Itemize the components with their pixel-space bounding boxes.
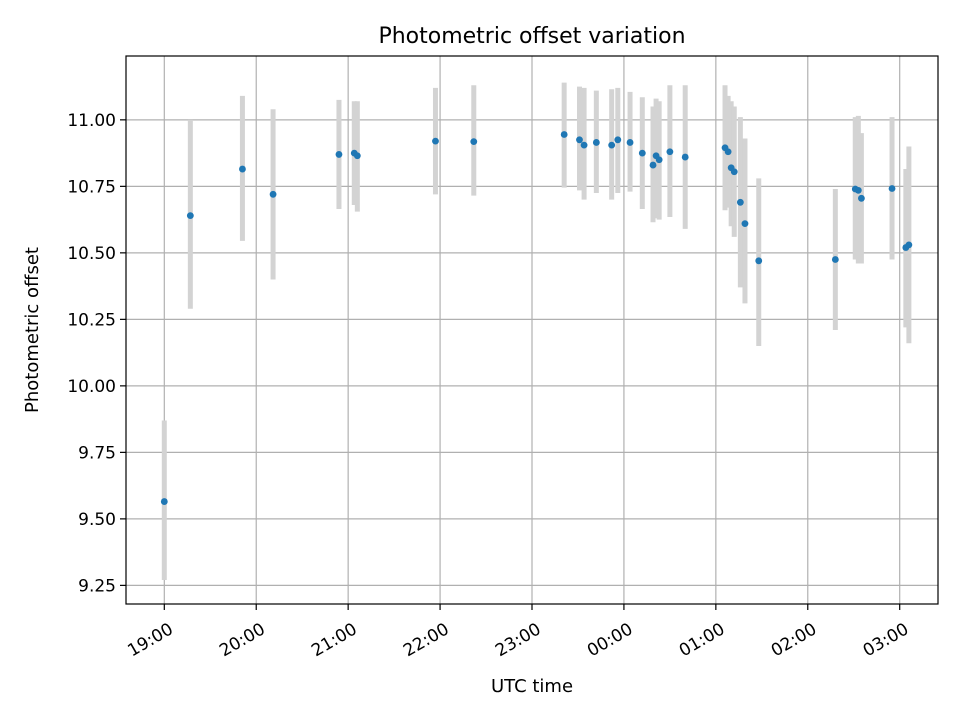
data-point <box>736 198 744 206</box>
y-tick-label: 9.75 <box>78 443 116 463</box>
data-point <box>888 185 896 192</box>
data-point <box>592 139 600 146</box>
x-axis-label: UTC time <box>491 676 573 697</box>
y-tick-label: 10.75 <box>67 177 116 197</box>
data-point <box>626 139 634 146</box>
data-point <box>614 136 622 144</box>
data-point <box>854 186 862 194</box>
y-tick-label: 9.50 <box>78 510 116 530</box>
data-point <box>353 152 361 160</box>
y-tick-label: 10.25 <box>67 310 116 330</box>
data-point <box>576 136 583 144</box>
y-tick-label: 10.00 <box>67 377 116 397</box>
data-point <box>905 241 913 249</box>
data-point <box>724 148 732 156</box>
data-point <box>239 165 246 173</box>
data-point <box>649 161 657 169</box>
data-point <box>432 137 439 145</box>
data-point <box>560 131 568 138</box>
data-point <box>681 153 689 161</box>
data-point <box>741 220 749 227</box>
data-point <box>608 141 616 149</box>
data-point <box>580 141 588 149</box>
data-point <box>831 256 839 263</box>
data-point <box>470 138 478 146</box>
y-tick-label: 9.25 <box>78 576 116 596</box>
y-tick-label: 10.50 <box>67 244 116 264</box>
data-point <box>335 151 343 158</box>
data-point <box>857 194 865 202</box>
y-axis: 9.25 9.50 9.75 10.00 10.25 10.50 10.75 11.00 <box>67 111 126 596</box>
chart-title: Photometric offset variation <box>378 24 685 49</box>
data-points <box>160 131 913 505</box>
y-tick-label: 11.00 <box>67 111 116 131</box>
data-point <box>186 212 194 220</box>
grid <box>126 56 938 604</box>
data-point <box>638 149 646 157</box>
data-point <box>269 190 277 198</box>
data-point <box>666 148 674 156</box>
y-axis-label: Photometric offset <box>22 247 43 413</box>
data-point <box>655 156 663 164</box>
data-point <box>160 498 168 505</box>
data-point <box>730 168 738 176</box>
data-point <box>755 257 763 265</box>
